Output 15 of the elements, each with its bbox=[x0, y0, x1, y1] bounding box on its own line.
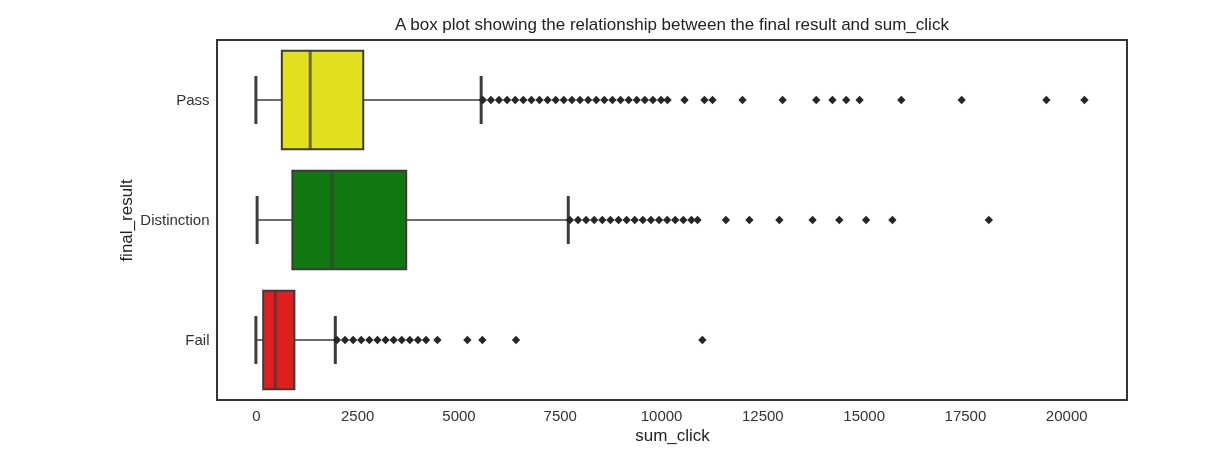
x-tick-label: 5000 bbox=[442, 406, 476, 424]
y-tick-label: Distinction bbox=[140, 211, 210, 228]
x-tick-label: 12500 bbox=[741, 406, 784, 424]
x-tick-label: 17500 bbox=[944, 406, 987, 424]
y-axis-title: final_result bbox=[117, 179, 137, 262]
x-tick-label: 7500 bbox=[543, 406, 577, 424]
x-tick-label: 0 bbox=[252, 406, 261, 424]
x-tick-label: 2500 bbox=[341, 406, 375, 424]
x-tick-label: 10000 bbox=[640, 406, 683, 424]
y-tick-label: Fail bbox=[185, 331, 210, 348]
x-tick-label: 15000 bbox=[843, 406, 885, 424]
y-tick-label: Pass bbox=[176, 91, 210, 108]
x-tick-label: 20000 bbox=[1045, 406, 1088, 424]
chart-title: A box plot showing the relationship between the final result and sum_click bbox=[395, 15, 950, 34]
x-axis-title: sum_click bbox=[635, 425, 711, 445]
